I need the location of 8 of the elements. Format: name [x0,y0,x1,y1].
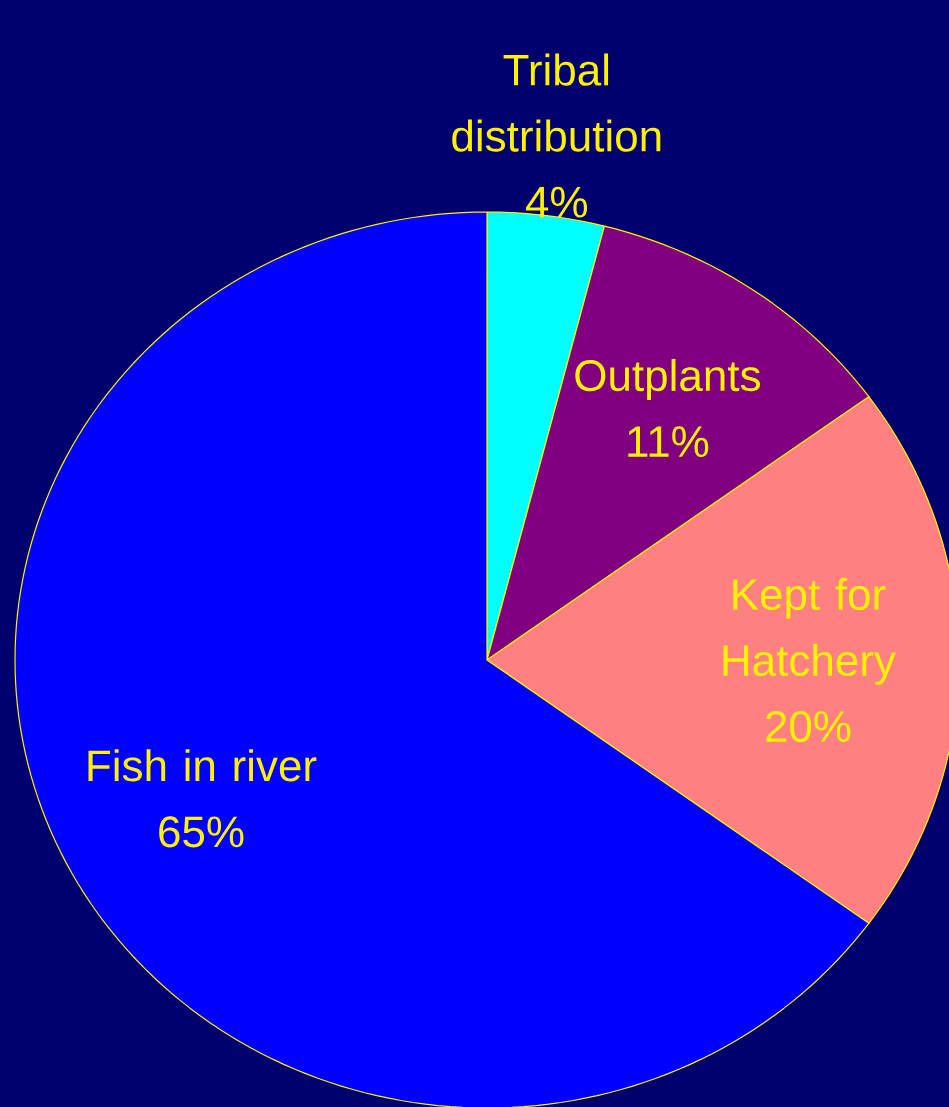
slice-label: Outplants [575,358,760,400]
data-label: 20% [766,710,851,743]
data-label: 65% [159,816,244,848]
data-label: 4% [526,186,588,218]
slice-label: Tribal distribution [452,53,661,152]
slice-label: Fish in river [88,749,317,782]
slice-label: Kept for Hatchery [723,577,896,685]
data-label: 11% [628,426,709,458]
